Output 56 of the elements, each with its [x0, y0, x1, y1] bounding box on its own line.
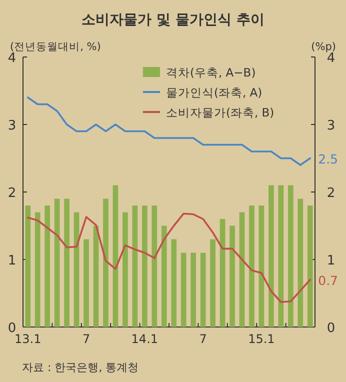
bar — [298, 198, 304, 327]
y2-tick-label: 3 — [326, 118, 336, 134]
bar — [93, 226, 99, 327]
bar — [171, 239, 177, 327]
legend-label: 물가인식(좌축, A) — [166, 86, 262, 100]
bar — [249, 206, 254, 327]
bar — [210, 239, 216, 327]
chart-title: 소비자물가 및 물가인식 추이 — [82, 12, 264, 28]
y-tick-label: 3 — [8, 118, 16, 134]
bar — [230, 226, 235, 327]
bar — [161, 226, 167, 327]
y2-tick-label: 2 — [326, 186, 336, 201]
data-label: 2.5 — [318, 151, 338, 166]
bar — [307, 206, 313, 327]
y2-tick-label: 1 — [326, 254, 336, 268]
bar — [278, 185, 284, 327]
bar — [103, 198, 108, 327]
x-tick-label: 14.1 — [131, 332, 158, 346]
bar — [54, 198, 60, 327]
bar — [25, 206, 31, 327]
y2-tick-label: 4 — [326, 51, 336, 66]
x-tick-label: 13.1 — [14, 332, 42, 346]
y2-tick-label: 0 — [326, 321, 336, 336]
data-label: 0.7 — [318, 272, 338, 288]
y-axis-title: (전년동월대비, %) — [10, 41, 101, 53]
bar — [34, 212, 40, 327]
bar — [64, 198, 70, 327]
bar — [180, 252, 186, 327]
bar — [258, 206, 264, 327]
bar — [74, 212, 80, 327]
legend-label: 격차(우축, A−B) — [166, 66, 256, 80]
text: 자료 : 한국은행, 통계청 — [22, 361, 139, 374]
bar — [288, 185, 294, 327]
bar — [152, 206, 158, 327]
bar — [268, 185, 274, 327]
bar — [200, 252, 206, 327]
bar — [122, 212, 128, 327]
legend-label: 소비자물가(좌축, B) — [166, 106, 274, 120]
bar — [132, 206, 138, 327]
bar — [142, 206, 148, 327]
bar — [84, 239, 89, 327]
line-series — [26, 96, 312, 166]
x-tick-label: 7 — [82, 332, 90, 346]
bar — [239, 212, 245, 327]
y-tick-label: 1 — [8, 254, 16, 268]
bar — [220, 219, 226, 327]
line-series — [26, 212, 312, 303]
y2-axis-title: (%p) — [311, 41, 336, 53]
bar — [44, 206, 50, 327]
bar — [112, 185, 118, 327]
x-tick-label: 7 — [199, 332, 207, 346]
y-tick-label: 0 — [8, 321, 16, 336]
x-tick-label: 15.1 — [248, 332, 275, 346]
y-tick-label: 4 — [8, 51, 16, 66]
bar — [190, 252, 196, 327]
y-tick-label: 2 — [8, 186, 16, 201]
